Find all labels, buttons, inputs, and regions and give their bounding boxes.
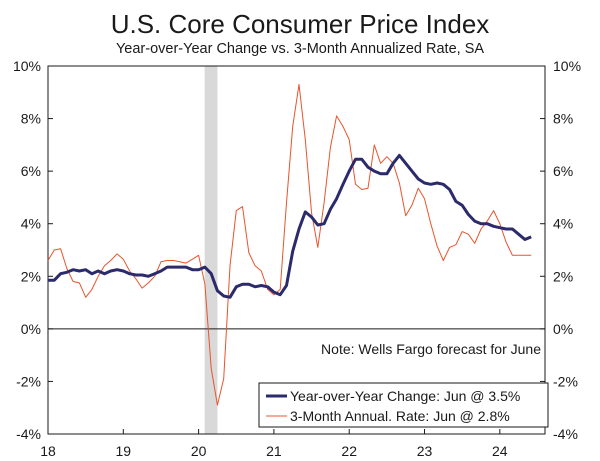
y-tick-label-left: -4%: [16, 426, 41, 442]
x-tick-label: 18: [40, 443, 56, 459]
y-tick-label-left: 10%: [13, 58, 41, 74]
y-tick-label-right: -2%: [553, 373, 578, 389]
x-tick-label: 24: [492, 443, 508, 459]
y-tick-label-right: -4%: [553, 426, 578, 442]
legend: Year-over-Year Change: Jun @ 3.5% 3-Mont…: [258, 382, 549, 428]
x-tick-label: 19: [116, 443, 132, 459]
y-tick-label-left: 8%: [21, 111, 41, 127]
x-tick-label: 20: [191, 443, 207, 459]
y-tick-label-left: 4%: [21, 216, 41, 232]
x-tick-label: 23: [417, 443, 433, 459]
legend-label-three-month: 3-Month Annual. Rate: Jun @ 2.8%: [290, 408, 510, 424]
y-tick-label-right: 2%: [553, 268, 573, 284]
x-axis: 18 19 20 21 22 23 24: [40, 429, 508, 459]
chart-subtitle: Year-over-Year Change vs. 3-Month Annual…: [116, 41, 484, 57]
x-tick-label: 21: [266, 443, 282, 459]
plot-area: 10%8%6%4%2%0%-2%-4% 10%8%6%4%2%0%-2%-4% …: [13, 58, 581, 459]
x-tick-label: 22: [341, 443, 357, 459]
y-axis-right: 10% 8% 6% 4% 2% 0% -2% -4%: [540, 58, 581, 442]
plot-frame: [47, 65, 546, 435]
chart-note: Note: Wells Fargo forecast for June: [321, 341, 541, 357]
y-tick-label-left: 2%: [21, 268, 41, 284]
series-line-yoy: [48, 153, 532, 299]
recession-shading: [204, 66, 218, 434]
legend-label-yoy: Year-over-Year Change: Jun @ 3.5%: [290, 388, 520, 404]
y-tick-label-right: 10%: [553, 58, 581, 74]
series-line-three-month: [47, 83, 532, 406]
y-tick-label-right: 4%: [553, 216, 573, 232]
y-tick-label-left: 0%: [21, 321, 41, 337]
y-axis-left: 10% 8% 6% 4% 2% 0% -2% -4%: [13, 58, 53, 442]
y-tick-label-right: 8%: [553, 111, 573, 127]
legend-box: [258, 382, 549, 428]
y-tick-label-left: 6%: [21, 163, 41, 179]
y-tick-label-right: 0%: [553, 321, 573, 337]
chart-title: U.S. Core Consumer Price Index: [111, 9, 490, 39]
y-tick-label-right: 6%: [553, 163, 573, 179]
y-tick-label-left: -2%: [16, 373, 41, 389]
